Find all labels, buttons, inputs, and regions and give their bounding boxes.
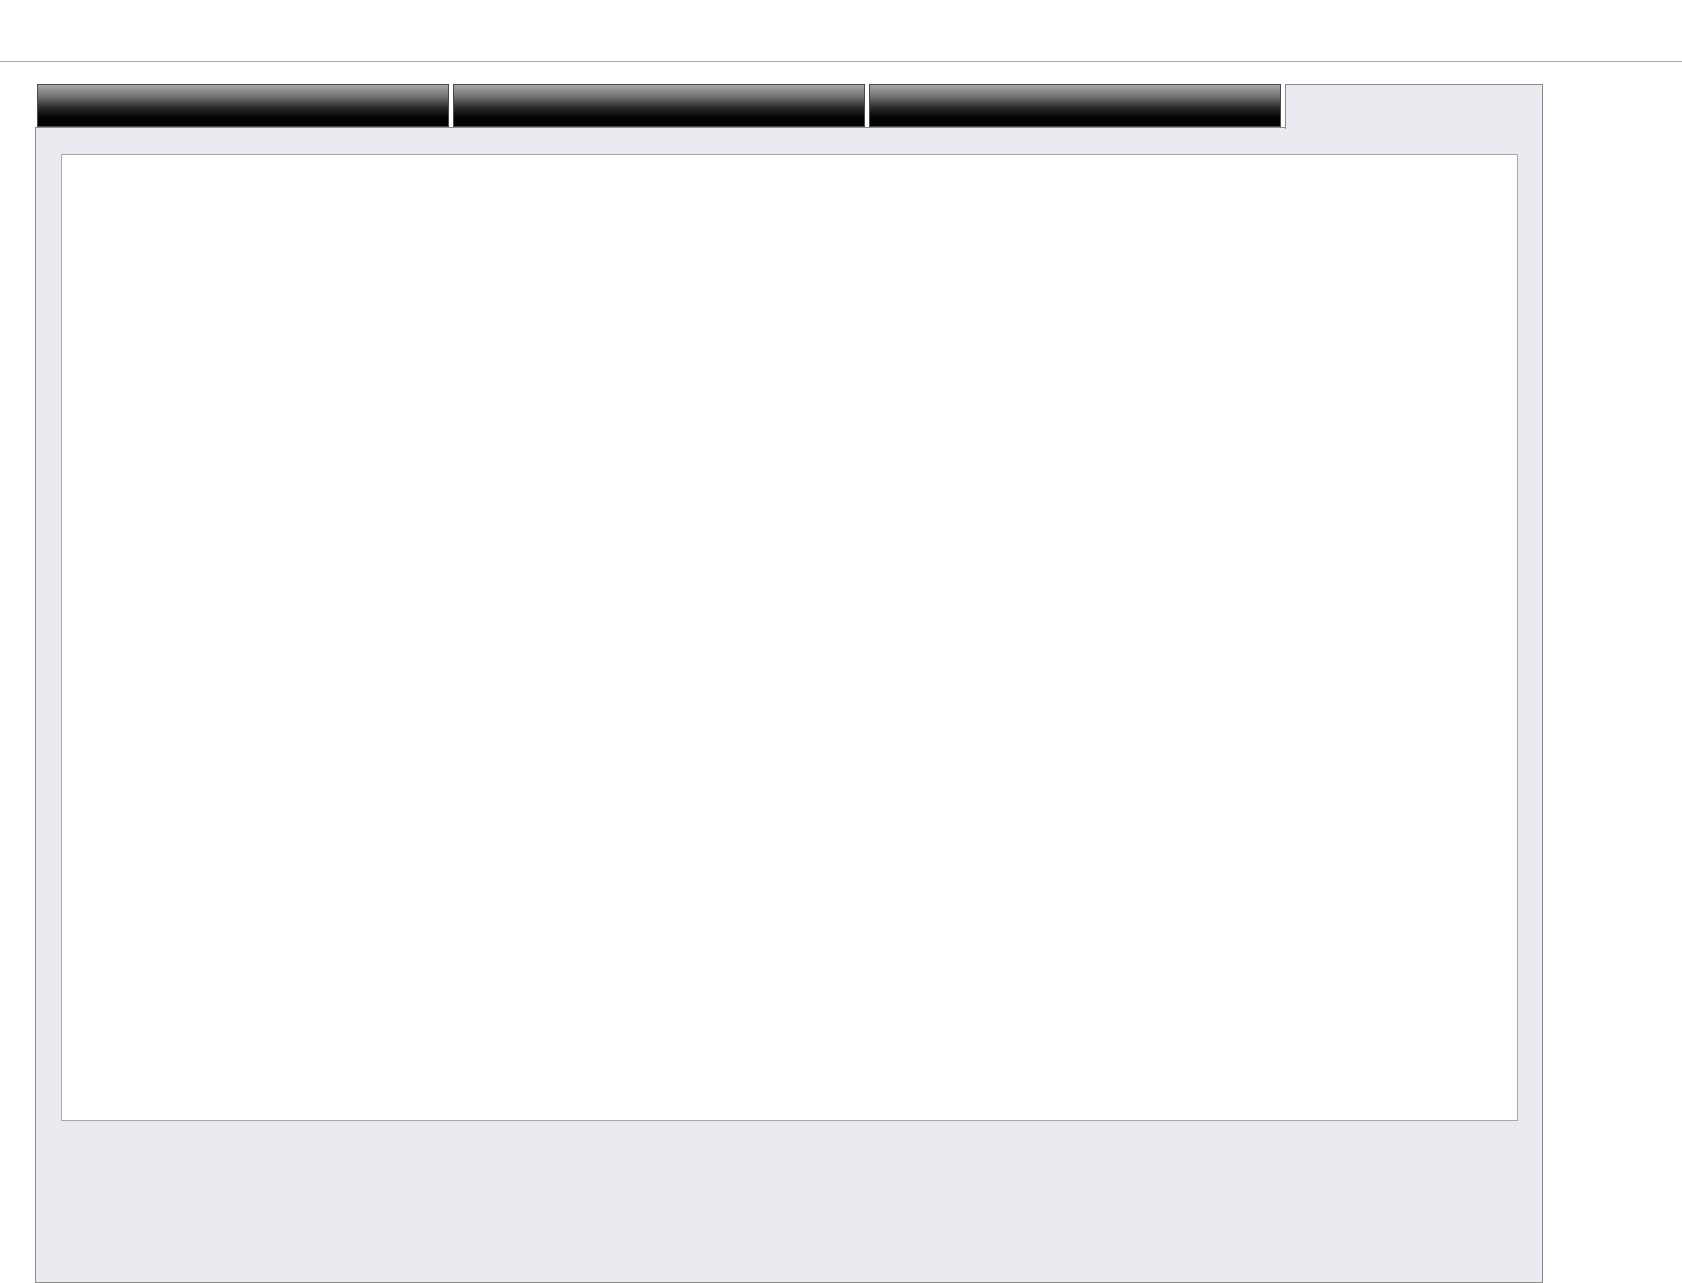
page-header — [0, 0, 1682, 62]
tab-bar — [35, 84, 1543, 129]
chart-container — [60, 154, 1519, 1122]
general-tab-panel — [35, 127, 1543, 1283]
line-chart-svg — [62, 155, 1519, 1122]
tab-detailed-data[interactable] — [869, 84, 1281, 127]
tab-download-print[interactable] — [37, 84, 449, 127]
tab-metadata[interactable] — [453, 84, 865, 127]
tab-general[interactable] — [1285, 84, 1543, 129]
